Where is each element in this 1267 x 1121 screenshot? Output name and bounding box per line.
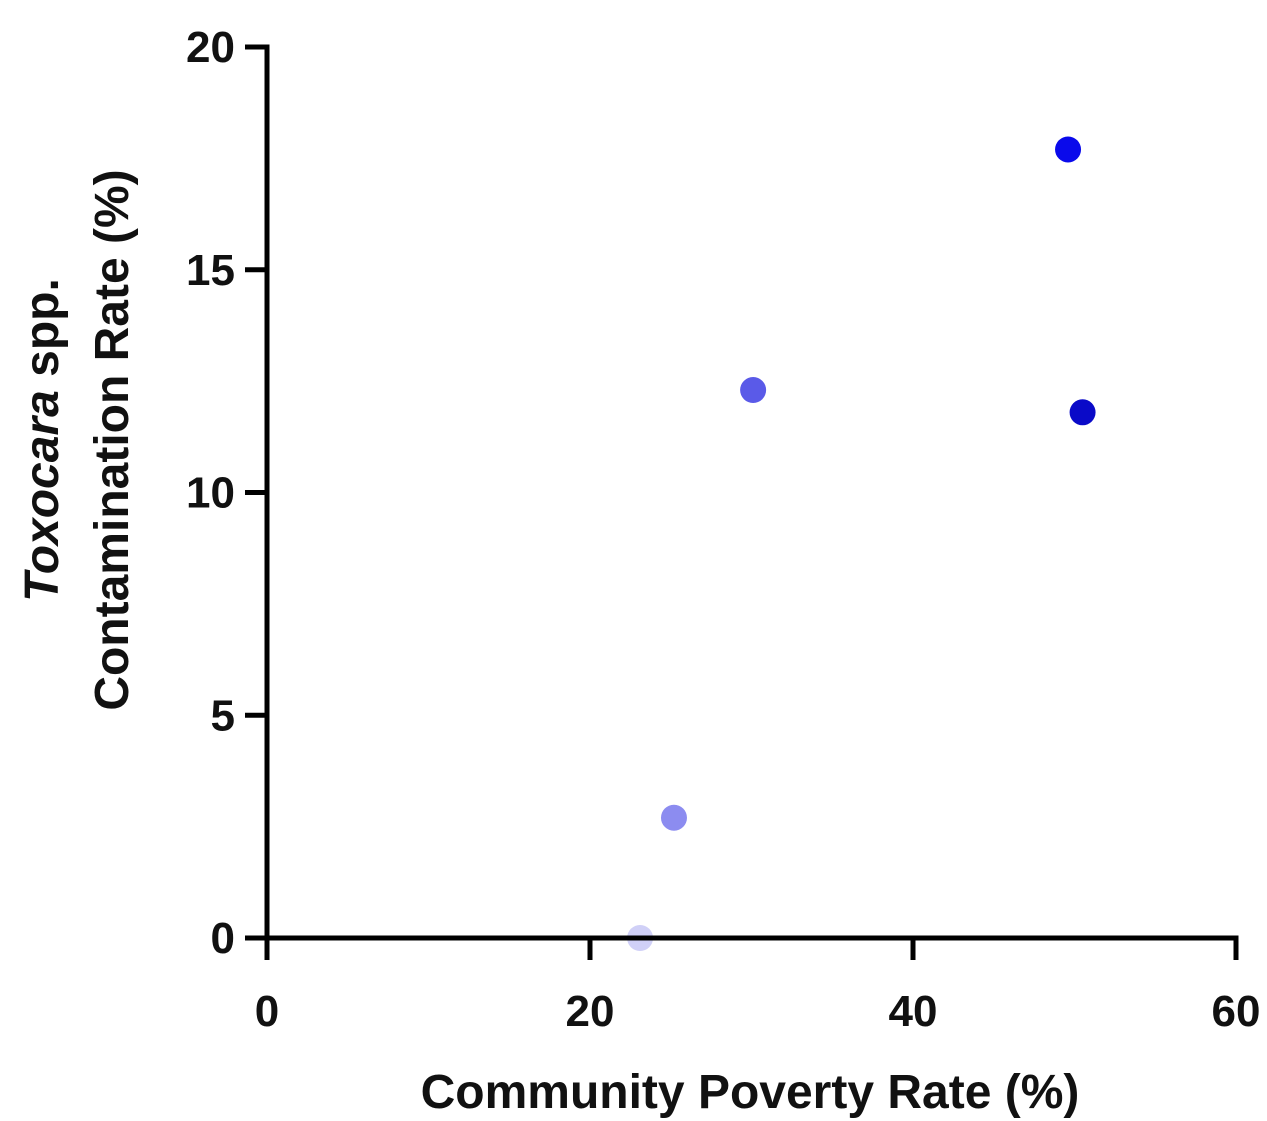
data-point	[1055, 136, 1082, 163]
y-tick-label: 0	[211, 914, 235, 963]
y-tick-label: 15	[186, 246, 235, 295]
x-tick-label: 40	[889, 987, 938, 1036]
y-axis-label-line2: Contamination Rate (%)	[86, 169, 139, 710]
data-point	[740, 377, 767, 404]
data-point	[660, 804, 687, 831]
y-axis-label: Toxocara spp. Contamination Rate (%)	[16, 169, 139, 710]
x-tick-label: 20	[566, 987, 615, 1036]
y-axis-label-rest: spp.	[16, 278, 69, 390]
y-axis-label-line1: Toxocara spp.	[16, 278, 69, 602]
data-points	[627, 136, 1096, 951]
data-point	[1069, 399, 1096, 426]
y-tick-label: 10	[186, 469, 235, 518]
x-tick-label: 60	[1212, 987, 1261, 1036]
x-axis-ticks: 0 20 40 60	[255, 938, 1261, 1036]
x-tick-label: 0	[255, 987, 279, 1036]
y-axis-ticks: 0 5 10 15 20	[186, 23, 267, 963]
y-tick-label: 20	[186, 23, 235, 72]
y-tick-label: 5	[211, 691, 235, 740]
x-axis-label: Community Poverty Rate (%)	[421, 1066, 1080, 1119]
y-axis-label-italic: Toxocara	[16, 390, 69, 602]
axes	[264, 44, 1239, 941]
